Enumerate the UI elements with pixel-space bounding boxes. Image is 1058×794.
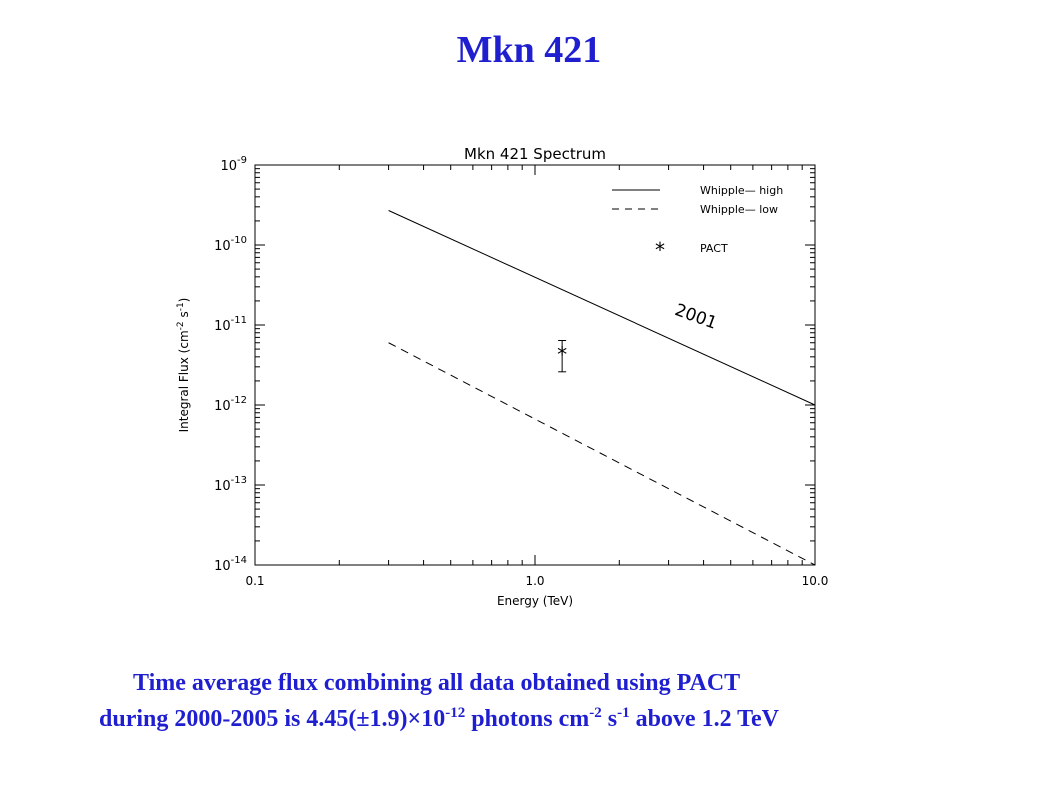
chart-title: Mkn 421 Spectrum [464,145,606,163]
caption-exp-3: -1 [617,705,630,721]
plot-frame [254,164,816,566]
whipple-low-line [388,342,816,566]
y-tick-label: 10-14 [214,555,247,574]
caption-exp-1: -12 [445,705,466,721]
legend-label: Whipple— high [700,184,783,197]
caption-mid: photons cm [465,706,590,732]
caption-line-2: during 2000-2005 is 4.45(±1.9)×10-12 pho… [99,706,779,733]
x-axis-label: Energy (TeV) [497,594,573,608]
x-tick-label: 0.1 [245,574,264,588]
year-annotation: 2001 [672,300,719,334]
whipple-high-line [388,210,816,406]
legend-label: PACT [700,242,728,255]
y-tick-label: 10-13 [214,475,247,494]
caption-suffix: above 1.2 TeV [629,706,779,732]
caption-line-1: Time average flux combining all data obt… [133,670,741,696]
y-tick-label: 10-12 [214,395,247,414]
caption-s: s [601,706,618,732]
y-tick-label: 10-9 [220,155,247,174]
y-tick-label: 10-10 [214,235,247,254]
slide-title: Mkn 421 [456,29,602,71]
spectrum-chart: Mkn 421 Spectrum 0.1 1.0 10.0 Energy (TeV) 10… [176,145,829,608]
caption-exp-2: -2 [589,705,602,721]
pact-data-point: * [557,343,567,367]
y-tick-label: 10-11 [214,315,247,334]
legend-label: Whipple— low [700,203,778,216]
x-tick-label: 10.0 [802,574,829,588]
y-axis-label: Integral Flux (cm-2 s-1) [176,298,191,433]
caption-prefix: during 2000-2005 is 4.45(±1.9)×10 [99,706,446,732]
legend-symbol-pact: * [655,238,665,262]
x-tick-label: 1.0 [525,574,544,588]
